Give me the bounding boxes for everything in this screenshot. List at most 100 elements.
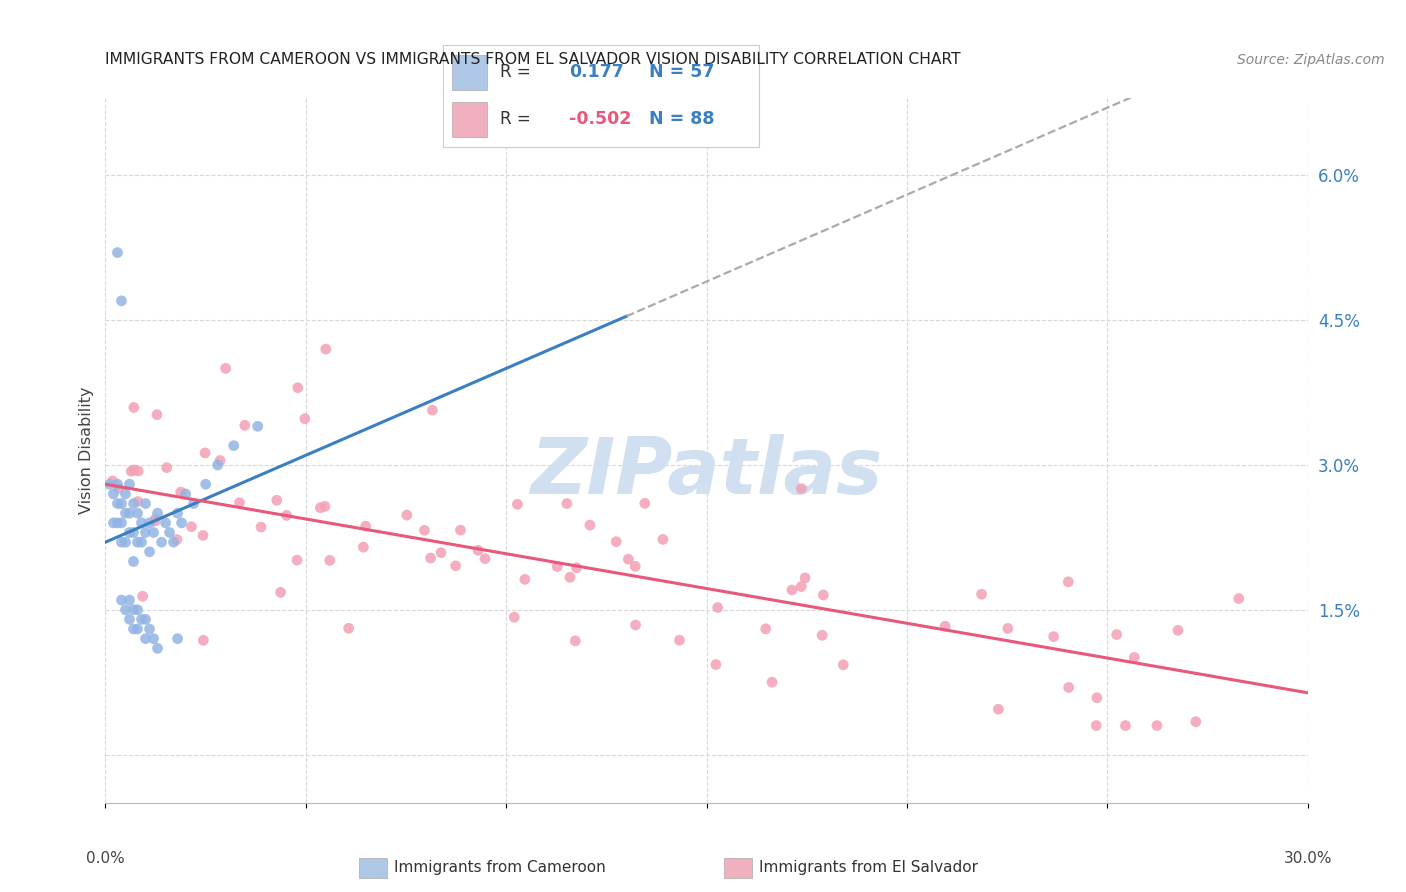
Point bbox=[183, 497, 205, 511]
Point bbox=[1227, 591, 1250, 606]
Text: 0.177: 0.177 bbox=[569, 63, 624, 81]
Point bbox=[419, 551, 441, 566]
Point bbox=[506, 497, 529, 511]
Point bbox=[246, 419, 269, 434]
Point bbox=[127, 494, 149, 508]
Point bbox=[122, 554, 145, 568]
Point bbox=[138, 622, 160, 636]
Point bbox=[166, 632, 188, 646]
Point bbox=[166, 533, 188, 547]
Point bbox=[107, 477, 129, 491]
Point bbox=[118, 477, 141, 491]
Point bbox=[565, 561, 588, 575]
Point bbox=[276, 508, 298, 523]
Point bbox=[811, 628, 834, 642]
Text: N = 88: N = 88 bbox=[648, 111, 714, 128]
Point bbox=[143, 514, 166, 528]
Point bbox=[207, 458, 229, 472]
Point bbox=[110, 497, 132, 511]
Point bbox=[209, 453, 232, 467]
Point bbox=[194, 477, 217, 491]
Point bbox=[1167, 624, 1189, 638]
Point bbox=[170, 516, 193, 530]
Point bbox=[1057, 574, 1080, 589]
Point bbox=[395, 508, 418, 522]
Point bbox=[228, 495, 250, 509]
Point bbox=[513, 572, 536, 586]
Point bbox=[285, 553, 308, 567]
Point bbox=[138, 516, 160, 530]
Point bbox=[214, 361, 236, 376]
Text: IMMIGRANTS FROM CAMEROON VS IMMIGRANTS FROM EL SALVADOR VISION DISABILITY CORREL: IMMIGRANTS FROM CAMEROON VS IMMIGRANTS F… bbox=[105, 52, 962, 67]
Point bbox=[118, 525, 141, 540]
Point bbox=[970, 587, 993, 601]
Point bbox=[127, 464, 149, 478]
Point bbox=[170, 485, 193, 500]
Point bbox=[651, 533, 673, 547]
Point bbox=[146, 408, 169, 422]
Point bbox=[110, 293, 132, 308]
Point bbox=[266, 493, 288, 508]
Point bbox=[704, 657, 727, 672]
Point bbox=[813, 588, 835, 602]
Point bbox=[155, 516, 177, 530]
Point bbox=[794, 571, 817, 585]
Point bbox=[1085, 690, 1108, 705]
Text: R =: R = bbox=[501, 111, 536, 128]
Text: 30.0%: 30.0% bbox=[1284, 851, 1331, 866]
Point bbox=[294, 411, 316, 425]
Point bbox=[315, 342, 337, 356]
Point bbox=[1105, 627, 1128, 641]
Point bbox=[467, 543, 489, 558]
Point bbox=[138, 545, 160, 559]
Point bbox=[131, 516, 153, 530]
Point bbox=[314, 500, 336, 514]
Point bbox=[142, 525, 165, 540]
Point bbox=[780, 582, 803, 597]
Point bbox=[1146, 718, 1168, 732]
Point bbox=[706, 600, 728, 615]
Point bbox=[122, 401, 145, 415]
Point bbox=[146, 641, 169, 656]
Point bbox=[450, 523, 472, 537]
Point bbox=[118, 593, 141, 607]
FancyBboxPatch shape bbox=[453, 55, 486, 90]
Point bbox=[755, 622, 778, 636]
Point bbox=[1185, 714, 1208, 729]
Point bbox=[114, 487, 136, 501]
Point bbox=[270, 585, 292, 599]
Point bbox=[1114, 718, 1136, 732]
Point bbox=[233, 418, 256, 433]
Point bbox=[413, 524, 436, 538]
Point bbox=[122, 603, 145, 617]
Point bbox=[790, 580, 813, 594]
Point bbox=[987, 702, 1010, 716]
Point bbox=[193, 633, 215, 648]
Point bbox=[103, 487, 125, 501]
Point bbox=[634, 496, 657, 510]
Point bbox=[354, 519, 377, 533]
Point bbox=[122, 525, 145, 540]
Point bbox=[114, 506, 136, 520]
Point bbox=[107, 482, 129, 496]
Point bbox=[131, 589, 153, 603]
Text: ZIPatlas: ZIPatlas bbox=[530, 434, 883, 509]
Text: Source: ZipAtlas.com: Source: ZipAtlas.com bbox=[1237, 53, 1385, 67]
Point bbox=[430, 546, 453, 560]
FancyBboxPatch shape bbox=[453, 102, 486, 137]
Point bbox=[934, 619, 956, 633]
Point bbox=[832, 657, 855, 672]
Point bbox=[118, 612, 141, 626]
Point bbox=[107, 245, 129, 260]
Point bbox=[166, 506, 188, 520]
Point bbox=[222, 439, 245, 453]
Point bbox=[564, 633, 586, 648]
Point bbox=[135, 497, 157, 511]
Point bbox=[122, 463, 145, 477]
Point bbox=[761, 675, 783, 690]
Point bbox=[579, 518, 602, 533]
Point bbox=[122, 622, 145, 636]
Point bbox=[150, 535, 173, 549]
Point bbox=[668, 633, 690, 648]
Point bbox=[127, 535, 149, 549]
